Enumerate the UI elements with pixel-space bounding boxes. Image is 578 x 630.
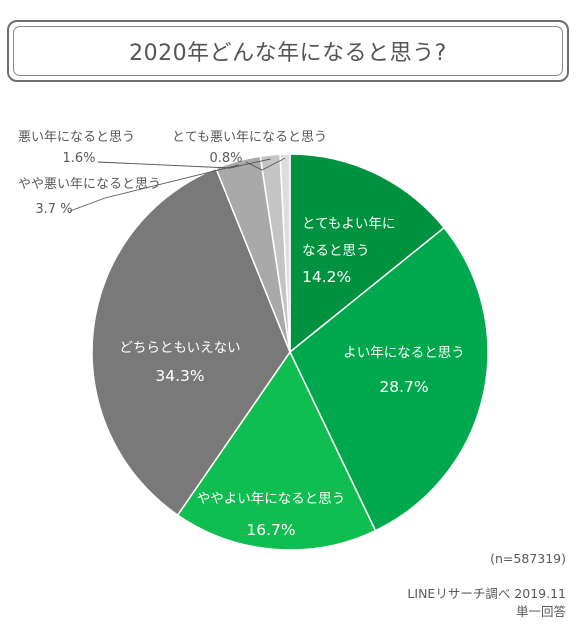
- method-note: 単一回答: [515, 604, 566, 619]
- leader-line: [97, 158, 271, 169]
- slice-value: 3.7 %: [35, 202, 72, 217]
- slice-label: よい年になると思う: [343, 345, 465, 361]
- slice-value: 28.7%: [379, 378, 428, 396]
- pie-slice: [289, 153, 446, 354]
- slice-value: 1.6%: [62, 151, 95, 166]
- slice-label: 悪い年になると思う: [18, 130, 135, 145]
- slice-value: 0.8%: [209, 151, 242, 166]
- leader-line: [69, 164, 239, 212]
- slice-label: やや悪い年になると思う: [18, 177, 161, 192]
- slice-label: ややよい年になると思う: [197, 491, 346, 507]
- title-box-inner: 2020年どんな年になると思う?: [13, 26, 563, 76]
- slice-label: どちらともいえない: [119, 340, 240, 356]
- title-box: 2020年どんな年になると思う?: [7, 20, 569, 82]
- pie-slice: [176, 350, 377, 551]
- slice-label: とてもよい年になると思う: [302, 216, 395, 259]
- pie-slice: [91, 167, 291, 517]
- leader-line: [245, 157, 286, 171]
- source-note: LINEリサーチ調べ 2019.11: [407, 586, 566, 601]
- pie-slice: [279, 153, 291, 353]
- chart-title: 2020年どんな年になると思う?: [129, 41, 447, 66]
- sample-size-note: (n=587319): [490, 551, 566, 566]
- slice-value: 34.3%: [155, 367, 204, 385]
- slice-label: とても悪い年になると思う: [172, 130, 327, 145]
- slice-value: 16.7%: [246, 521, 295, 539]
- slice-value: 14.2%: [302, 268, 351, 286]
